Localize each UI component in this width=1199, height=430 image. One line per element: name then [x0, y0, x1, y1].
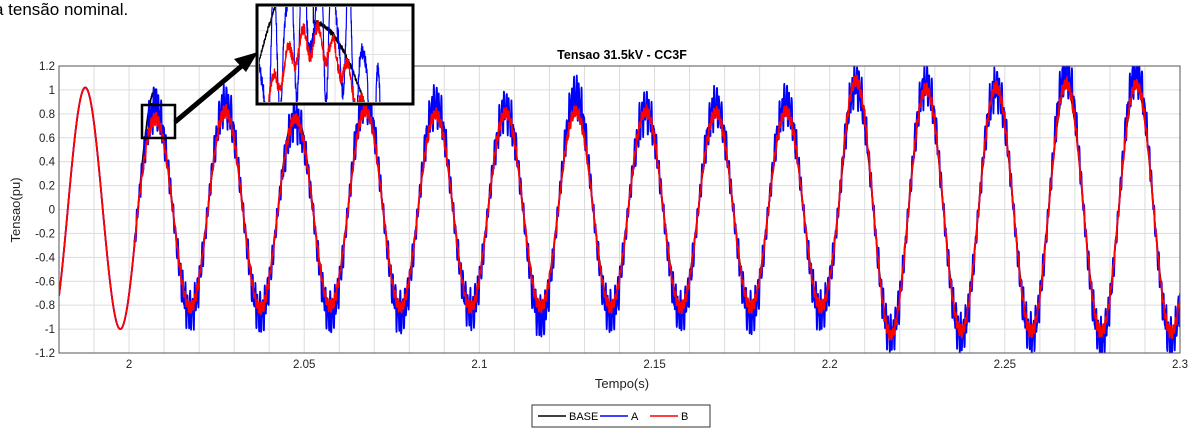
y-tick-label: -0.2: [35, 228, 55, 240]
x-axis: 2 2.05 2.1 2.15 2.2 2.25 2.3: [126, 359, 1188, 371]
legend-label-b: B: [681, 411, 688, 423]
zoom-arrow: [173, 62, 246, 124]
y-tick-label: 1: [49, 85, 55, 97]
legend-label-base: BASE: [569, 411, 598, 423]
caption-text: a tensão nominal.: [0, 0, 129, 19]
y-tick-label: -1: [45, 324, 55, 336]
x-axis-label: Tempo(s): [595, 376, 649, 391]
zoom-inset-series: [259, 7, 381, 102]
x-tick-label: 2.3: [1172, 359, 1188, 371]
y-tick-label: 0.6: [39, 133, 55, 145]
zoom-inset-frame: [255, 3, 415, 106]
zoom-inset-grid: [259, 7, 411, 102]
zoom-arrow-head: [234, 52, 258, 72]
x-tick-label: 2.2: [822, 359, 838, 371]
y-tick-label: 0.2: [39, 181, 55, 193]
y-tick-label: 1.2: [39, 61, 55, 73]
x-tick-label: 2.15: [643, 359, 665, 371]
x-tick-label: 2.25: [994, 359, 1016, 371]
plot-frame: [58, 65, 1181, 354]
series-group: [59, 66, 1180, 353]
y-tick-label: 0.8: [39, 109, 55, 121]
y-tick-label: 0: [49, 205, 55, 217]
x-tick-label: 2: [126, 359, 132, 371]
legend: BASE A B: [531, 404, 711, 428]
y-tick-label: 0.4: [39, 157, 56, 169]
y-tick-label: -0.4: [35, 252, 55, 264]
y-axis-label: Tensao(pu): [8, 177, 23, 242]
x-tick-label: 2.1: [471, 359, 487, 371]
inset-series-line-base: [259, 7, 365, 102]
y-tick-label: -0.6: [35, 276, 55, 288]
y-axis: 1.2 1 0.8 0.6 0.4 0.2 0 -0.2 -0.4 -0.6 -0.8 -1 -1.2: [35, 61, 55, 360]
inset-series-line-b: [268, 20, 365, 102]
y-tick-label: -1.2: [35, 348, 55, 360]
y-tick-label: -0.8: [35, 300, 55, 312]
chart-title: Tensao 31.5kV - CC3F: [557, 48, 687, 62]
inset-series-line-a: [259, 7, 381, 102]
series-line-b: [59, 74, 1180, 341]
x-tick-label: 2.05: [293, 359, 315, 371]
legend-label-a: A: [631, 411, 639, 423]
